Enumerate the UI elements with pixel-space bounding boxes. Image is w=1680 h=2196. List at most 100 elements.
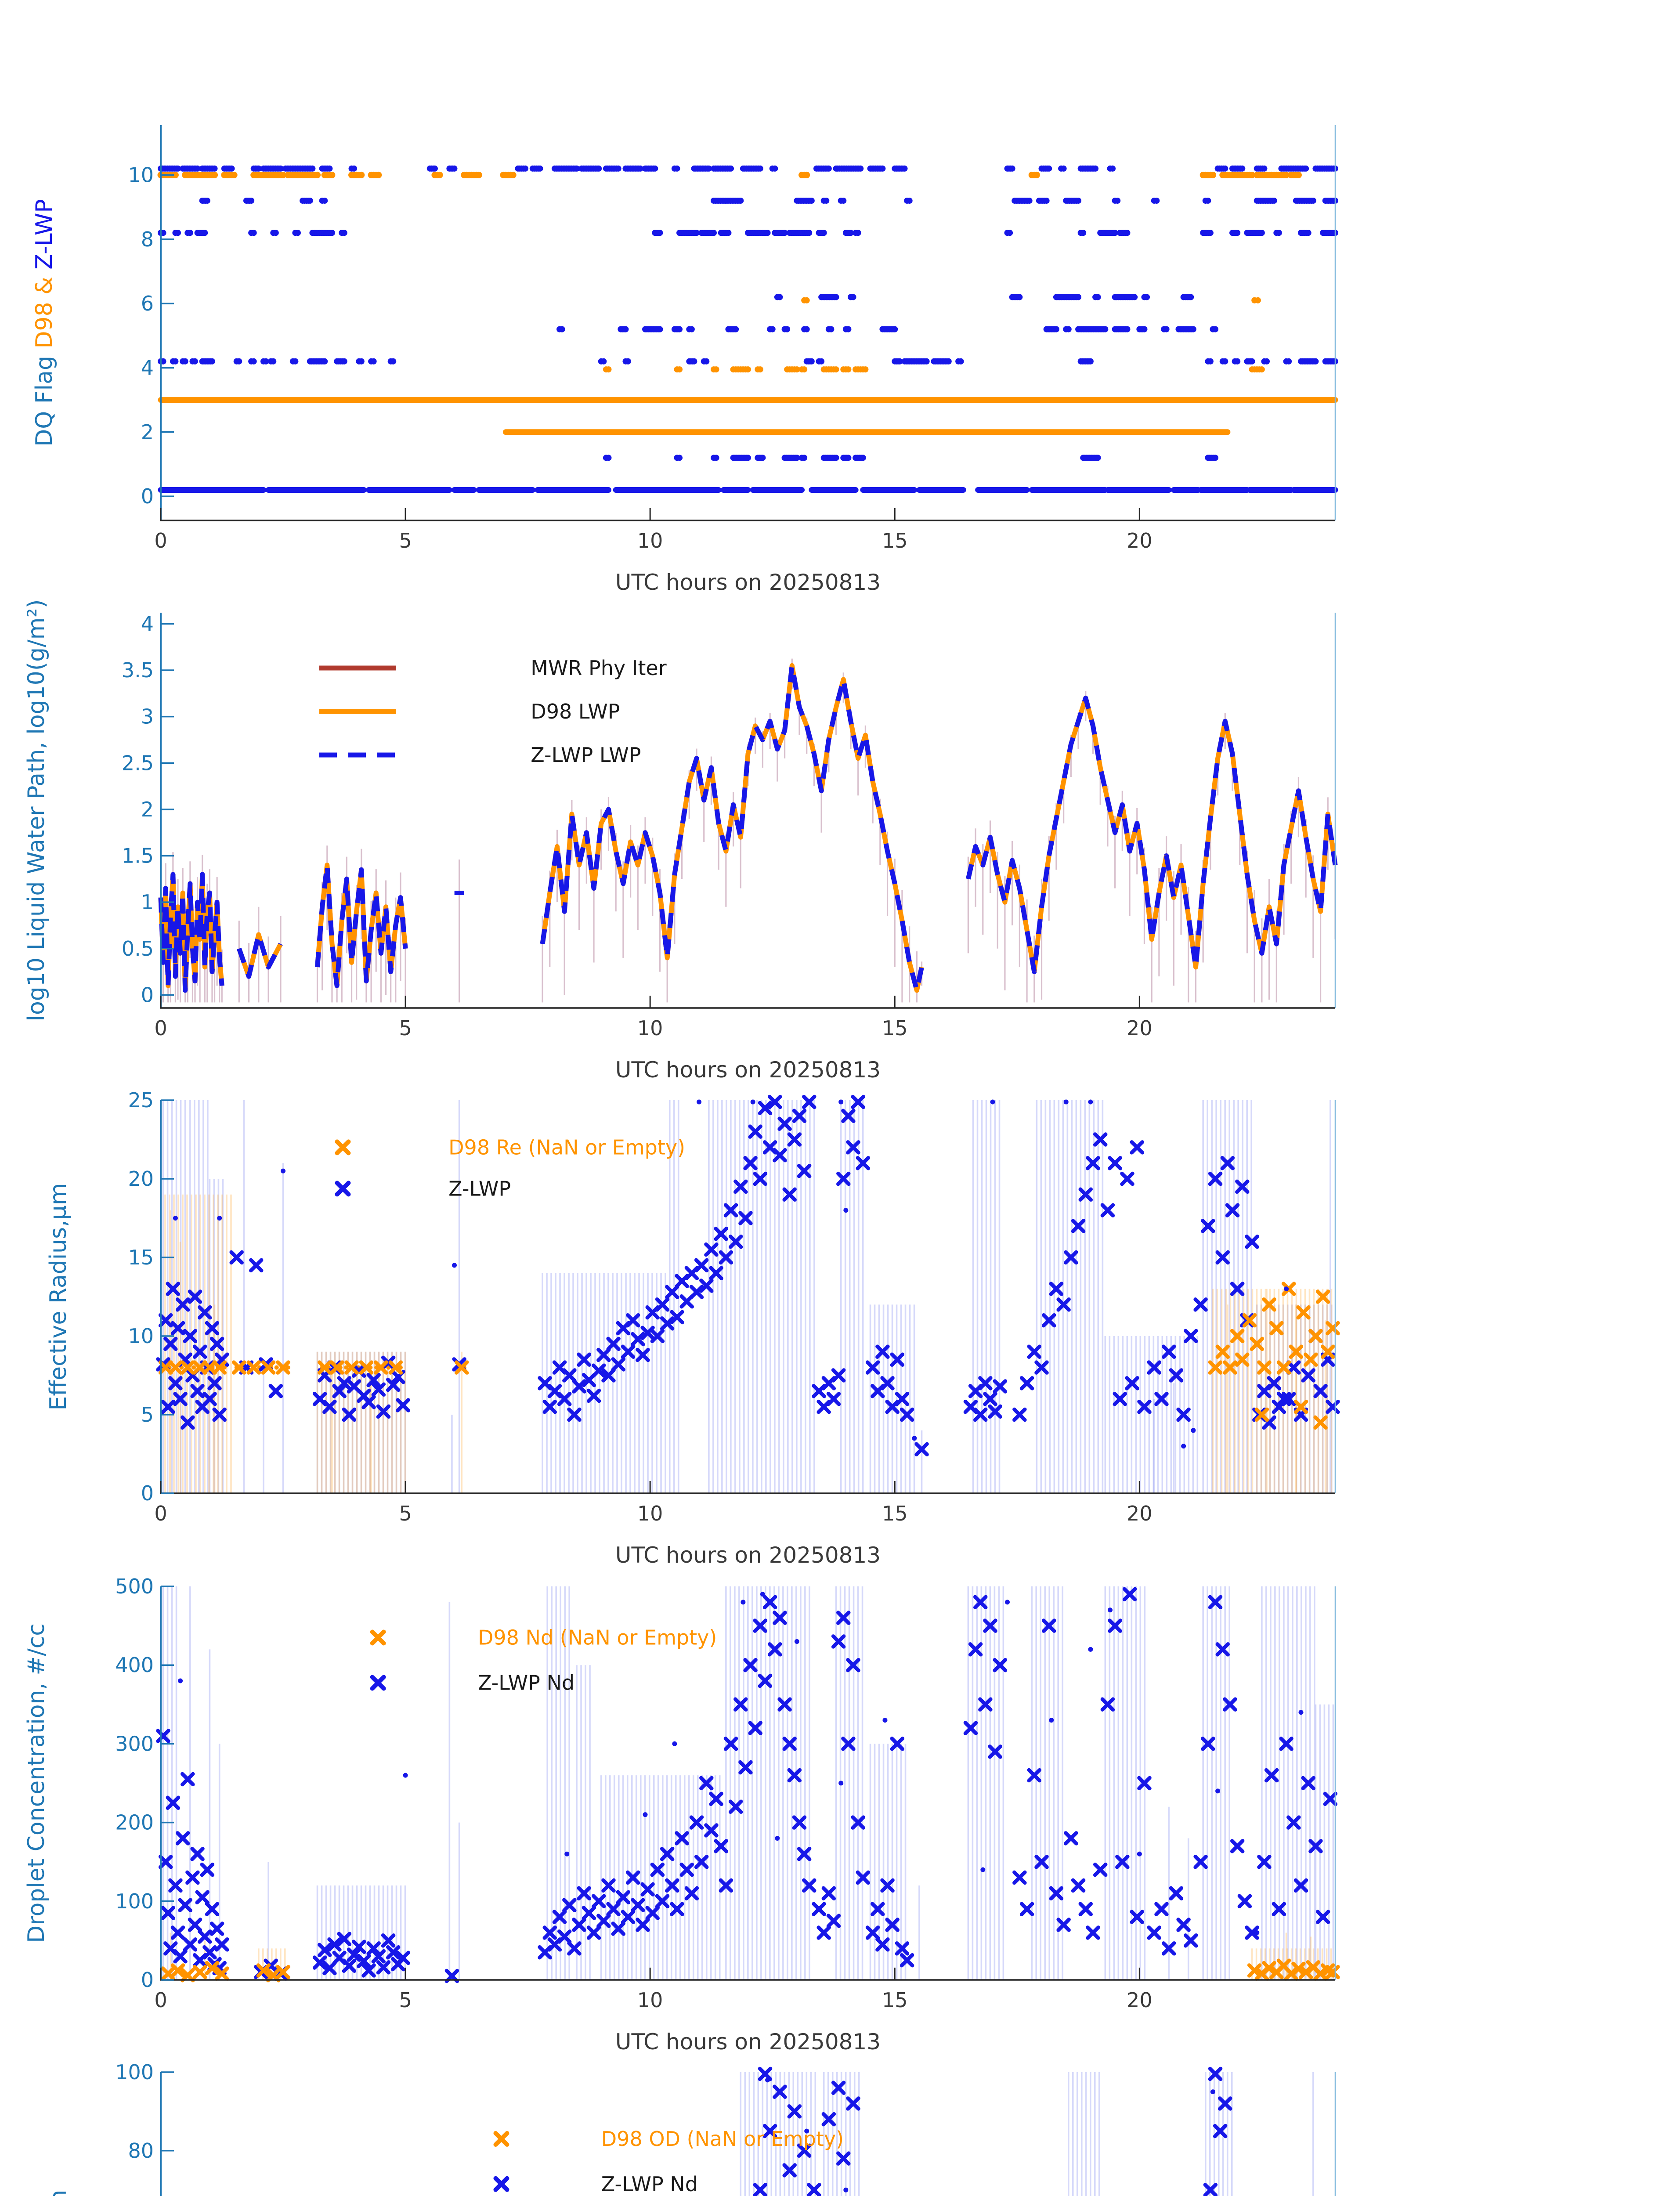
x-marker <box>1208 1171 1223 1186</box>
data-point <box>688 326 695 332</box>
x-marker <box>347 1947 361 1962</box>
x-marker <box>836 2151 851 2166</box>
data-point <box>625 358 632 365</box>
data-point <box>892 326 898 332</box>
x-marker <box>1242 1313 1257 1328</box>
x-marker <box>704 1242 719 1257</box>
x-marker <box>1257 1854 1272 1869</box>
x-marker <box>836 1611 851 1625</box>
x-marker <box>1147 1925 1162 1940</box>
x-marker <box>1108 1156 1122 1170</box>
x-marker <box>1326 1965 1340 1979</box>
x-marker <box>1313 1966 1328 1981</box>
legend-sample-x <box>370 1629 386 1646</box>
x-marker <box>202 1945 217 1960</box>
data-point <box>725 230 732 236</box>
x-marker <box>1247 1963 1262 1978</box>
x-marker <box>1286 1815 1301 1830</box>
y-tick-label: 0 <box>141 484 154 508</box>
data-point <box>1275 230 1282 236</box>
data-point <box>838 1099 844 1105</box>
legend: D98 OD (NaN or Empty) Z-LWP Nd <box>493 2127 844 2196</box>
x-marker <box>1203 2182 1218 2196</box>
x-marker <box>1041 1313 1056 1328</box>
x-marker <box>821 2112 836 2127</box>
data-point <box>231 171 238 178</box>
data-point <box>713 366 719 373</box>
x-marker <box>1281 1282 1296 1296</box>
x-marker <box>357 1954 371 1968</box>
x-marker <box>758 1673 773 1688</box>
x-marker <box>366 1372 381 1387</box>
data-point <box>804 2128 809 2134</box>
y-axis-label-part: DQ Flag <box>31 349 58 447</box>
data-point <box>1080 230 1087 236</box>
x-marker <box>738 1760 753 1775</box>
y-tick-label: 6 <box>141 292 154 315</box>
x-marker <box>156 1729 170 1743</box>
data-point <box>772 165 778 172</box>
z-lwp-dashed-line <box>540 663 924 993</box>
data-point <box>217 1216 222 1221</box>
x-marker <box>175 1831 190 1846</box>
data-point <box>228 165 235 172</box>
dot-row <box>199 197 1338 204</box>
x-marker <box>1267 1376 1281 1391</box>
x-marker <box>1147 1360 1162 1375</box>
x-marker <box>1230 1839 1245 1853</box>
data-point <box>1249 171 1256 178</box>
x-marker <box>586 1925 601 1940</box>
data-point <box>187 230 193 236</box>
data-point <box>1209 171 1216 178</box>
x-marker <box>192 1344 207 1359</box>
x-marker <box>753 1171 768 1186</box>
x-marker <box>611 1357 625 1372</box>
subplot-effective-radius: 0 5 10 15 20 25 0 5 10 15 20 UTC hours on 20250813 E… <box>45 1088 1340 1568</box>
x-marker <box>1291 1961 1306 1976</box>
data-point <box>172 358 179 365</box>
legend-sample-x <box>493 2176 509 2192</box>
legend-label: MWR Phy Iter <box>531 656 666 680</box>
data-point <box>1286 358 1292 365</box>
x-marker <box>1176 1918 1191 1932</box>
x-marker <box>586 1388 601 1403</box>
x-marker <box>1184 1329 1198 1344</box>
lwp-lines <box>158 663 1338 993</box>
data-point <box>1295 171 1302 178</box>
x-marker <box>601 1878 616 1893</box>
x-marker <box>1215 1250 1230 1265</box>
legend: D98 Nd (NaN or Empty) Z-LWP Nd <box>370 1625 717 1695</box>
data-point <box>522 165 529 172</box>
x-tick-label: 15 <box>882 1502 908 1525</box>
y-tick-label: 2 <box>141 798 154 821</box>
x-marker <box>1078 1187 1093 1202</box>
data-point <box>676 326 683 332</box>
x-marker <box>689 1815 704 1830</box>
x-marker <box>1323 1791 1338 1806</box>
y-tick-label: 25 <box>128 1088 154 1112</box>
subplot-dq-flag: 0 2 4 6 8 10 0 5 10 15 20 UTC hours on 20250813 DQ F… <box>31 125 1338 595</box>
legend-sample-x <box>335 1181 351 1197</box>
dot-row <box>801 297 1261 303</box>
data-point <box>703 358 710 365</box>
x-marker <box>968 1642 983 1657</box>
data-point <box>1109 165 1116 172</box>
x-marker <box>743 1156 758 1170</box>
x-marker <box>192 1360 207 1375</box>
data-point <box>1088 1647 1093 1652</box>
x-marker <box>875 1344 890 1359</box>
x-marker <box>388 1360 403 1375</box>
x-marker <box>344 1360 359 1375</box>
x-tick-label: 20 <box>1127 529 1153 553</box>
data-point <box>652 165 658 172</box>
data-point <box>676 366 683 373</box>
x-marker <box>202 1360 217 1375</box>
x-marker <box>1176 1407 1191 1422</box>
x-marker <box>232 1360 246 1375</box>
data-point <box>1007 230 1013 236</box>
x-marker <box>650 1862 665 1877</box>
y-tick-label: 400 <box>115 1653 154 1677</box>
z-lwp-dashed-line <box>237 932 283 979</box>
x-marker <box>983 1618 997 1633</box>
